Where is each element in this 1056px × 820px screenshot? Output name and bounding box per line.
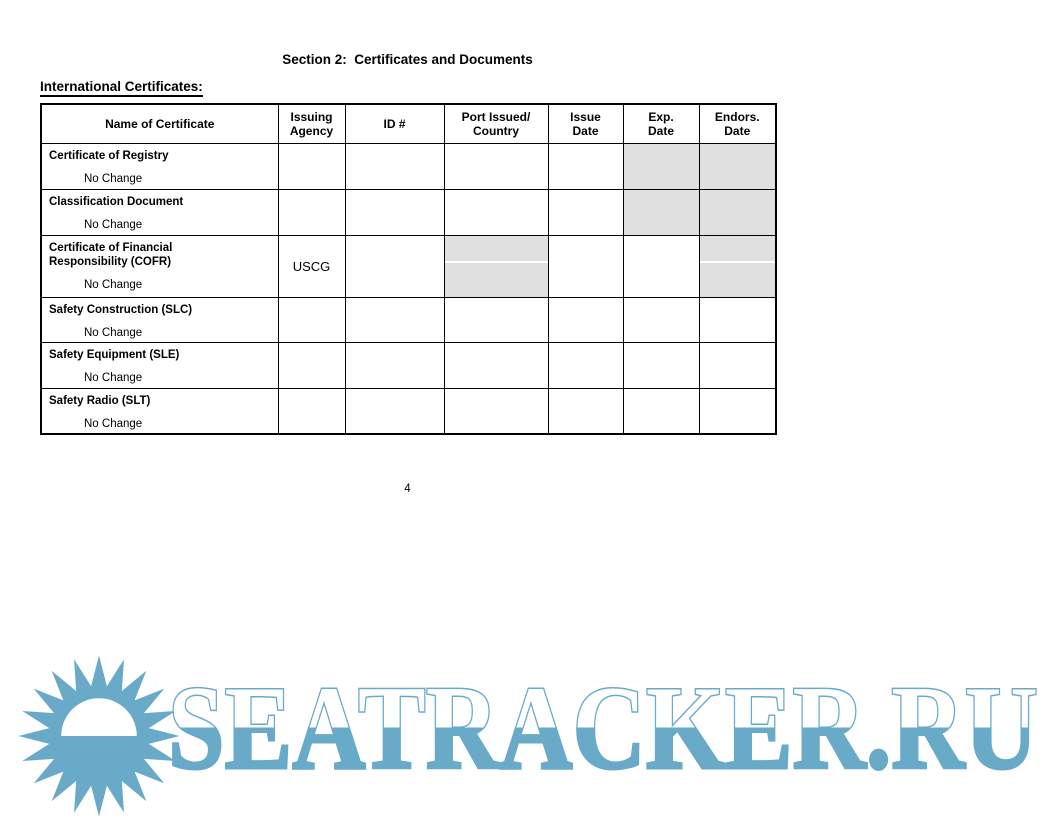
- col-header-exp-date: Exp. Date: [622, 103, 700, 144]
- port-cell: [443, 296, 549, 343]
- issuing-agency-cell: [277, 341, 346, 389]
- exp-date-cell: [622, 142, 700, 190]
- endors-date-cell: [698, 142, 777, 190]
- page-number: 4: [404, 483, 411, 495]
- table-row-safety-construction: Safety Construction (SLC) No Change: [40, 296, 777, 343]
- issuing-agency-cell: [277, 188, 346, 236]
- document-content: Section 2: Certificates and Documents In…: [40, 0, 777, 495]
- endors-date-cell: [698, 188, 777, 236]
- certificate-name: Safety Construction (SLC): [49, 303, 193, 316]
- issuing-agency-cell: [277, 387, 346, 435]
- certificate-note: No Change: [84, 417, 143, 430]
- certificate-note: No Change: [84, 371, 143, 384]
- issuing-agency-cell: [277, 142, 346, 190]
- name-cell: Safety Equipment (SLE) No Change: [40, 341, 279, 389]
- watermark-text-graphic: SEATRACKER.RU: [167, 660, 1040, 796]
- name-cell: Safety Construction (SLC) No Change: [40, 296, 279, 343]
- section-title: Section 2: Certificates and Documents: [282, 52, 533, 67]
- exp-date-cell: [622, 341, 700, 389]
- table-header-row: Name of Certificate Issuing Agency ID # …: [40, 103, 777, 144]
- col-header-issue-date: Issue Date: [547, 103, 624, 144]
- table-row-safety-equipment: Safety Equipment (SLE) No Change: [40, 341, 777, 389]
- exp-date-cell: [622, 387, 700, 435]
- issuing-agency-cell: [277, 296, 346, 343]
- issue-date-cell: [547, 341, 624, 389]
- port-cell: [443, 142, 549, 190]
- certificate-name: Certificate of Registry: [49, 149, 169, 162]
- name-cell: Safety Radio (SLT) No Change: [40, 387, 279, 435]
- endors-date-cell: [698, 234, 777, 298]
- issue-date-cell: [547, 234, 624, 298]
- col-header-endors-date: Endors. Date: [698, 103, 777, 144]
- col-header-name-of-certificate: Name of Certificate: [40, 103, 279, 144]
- col-header-id-number: ID #: [344, 103, 445, 144]
- exp-date-cell: [622, 234, 700, 298]
- issuing-agency-cell: USCG: [277, 234, 346, 298]
- certificate-note: No Change: [84, 326, 143, 339]
- table-row-safety-radio: Safety Radio (SLT) No Change: [40, 387, 777, 435]
- port-cell: [443, 341, 549, 389]
- endors-date-cell: [698, 296, 777, 343]
- watermark: SEATRACKER.RU: [0, 645, 1056, 817]
- international-certificates-table: Name of Certificate Issuing Agency ID # …: [40, 103, 777, 435]
- international-certificates-heading: International Certificates:: [40, 79, 203, 97]
- id-cell: [344, 234, 445, 298]
- issue-date-cell: [547, 387, 624, 435]
- certificate-name: Classification Document: [49, 195, 184, 208]
- port-cell: [443, 234, 549, 298]
- id-cell: [344, 296, 445, 343]
- id-cell: [344, 387, 445, 435]
- name-cell: Certificate of Registry No Change: [40, 142, 279, 190]
- id-cell: [344, 188, 445, 236]
- watermark-text: SEATRACKER.RU: [168, 661, 1038, 794]
- port-cell: [443, 188, 549, 236]
- name-cell: Classification Document No Change: [40, 188, 279, 236]
- certificate-name: Certificate of Financial Responsibility …: [49, 241, 173, 268]
- col-header-issuing-agency: Issuing Agency: [277, 103, 346, 144]
- issue-date-cell: [547, 188, 624, 236]
- certificate-note: No Change: [84, 218, 143, 231]
- port-cell: [443, 387, 549, 435]
- certificate-name: Safety Equipment (SLE): [49, 348, 180, 361]
- issue-date-cell: [547, 142, 624, 190]
- sun-logo-icon: [18, 655, 180, 817]
- table-row-classification-document: Classification Document No Change: [40, 188, 777, 236]
- certificate-note: No Change: [84, 172, 143, 185]
- certificate-name: Safety Radio (SLT): [49, 394, 151, 407]
- name-cell: Certificate of Financial Responsibility …: [40, 234, 279, 298]
- exp-date-cell: [622, 296, 700, 343]
- exp-date-cell: [622, 188, 700, 236]
- table-row-certificate-of-financial-responsibility: Certificate of Financial Responsibility …: [40, 234, 777, 298]
- endors-date-cell: [698, 341, 777, 389]
- col-header-port-issued-country: Port Issued/ Country: [443, 103, 549, 144]
- endors-date-cell: [698, 387, 777, 435]
- id-cell: [344, 341, 445, 389]
- certificate-note: No Change: [84, 278, 143, 291]
- id-cell: [344, 142, 445, 190]
- table-row-certificate-of-registry: Certificate of Registry No Change: [40, 142, 777, 190]
- issue-date-cell: [547, 296, 624, 343]
